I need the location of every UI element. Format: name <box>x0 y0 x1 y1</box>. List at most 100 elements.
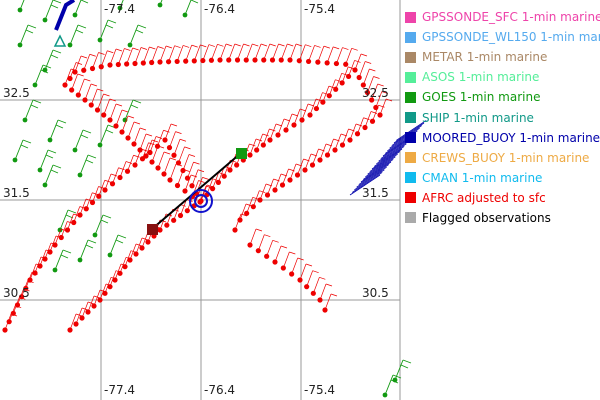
storm-center-markers <box>53 34 247 235</box>
legend-item-afrc[interactable]: AFRC adjusted to sfc <box>405 188 600 208</box>
observation-dot-icon <box>32 82 38 88</box>
observation-dot-icon <box>297 277 303 283</box>
wind-barb-flag <box>85 244 94 249</box>
wind-barb <box>169 163 177 181</box>
observation-dot-icon <box>294 172 301 178</box>
observation-dot-icon <box>107 117 113 123</box>
wind-barb <box>336 47 343 64</box>
observation-dot-icon <box>124 61 130 67</box>
legend-item-asos[interactable]: ASOS 1-min marine <box>405 67 600 87</box>
observation-dot-icon <box>267 137 273 143</box>
wind-barb <box>127 155 134 172</box>
wind-barb <box>74 0 82 16</box>
wind-barb <box>267 178 274 196</box>
lat-label-left-2: 31.5 <box>3 186 30 200</box>
legend-label: CMAN 1-min marine <box>422 170 543 185</box>
wind-barb-flag <box>377 83 384 87</box>
wind-barb-flag <box>104 179 111 183</box>
wind-barb <box>356 166 387 188</box>
observation-dot-icon <box>119 129 125 135</box>
lon-label-bottom-1: -77.4 <box>104 383 135 397</box>
wind-barb <box>109 234 119 256</box>
wind-barb-flag <box>67 209 77 214</box>
wind-barb-flag <box>80 0 89 4</box>
wind-barb <box>349 123 357 141</box>
wind-barb <box>335 73 343 90</box>
observation-dot-icon <box>180 167 186 174</box>
observation-dot-icon <box>10 310 16 316</box>
wind-barb-flag <box>385 98 393 102</box>
legend-label: AFRC adjusted to sfc <box>422 190 546 205</box>
observation-dot-icon <box>127 42 133 48</box>
observation-dot-icon <box>324 60 330 66</box>
wind-barb <box>164 123 172 141</box>
legend-swatch-icon <box>405 152 416 164</box>
wind-barb <box>73 206 81 223</box>
observation-dot-icon <box>143 153 149 159</box>
wind-barb-flag <box>402 359 412 364</box>
wind-barb-flag <box>132 47 139 51</box>
wind-barb-flag <box>163 129 170 133</box>
legend-item-gpssonde-wl150[interactable]: GPSSONDE_WL150 1-min marine <box>405 27 600 47</box>
wind-barb-flag <box>163 151 171 155</box>
observation-dot-icon <box>252 57 258 63</box>
wind-barb <box>212 172 219 189</box>
observation-dot-icon <box>339 142 346 148</box>
wind-barb <box>349 174 381 196</box>
wind-barb-flag <box>149 46 156 50</box>
lon-label-top-2: -76.4 <box>204 2 235 16</box>
observation-dot-icon <box>58 234 64 241</box>
observation-dot-icon <box>125 135 131 141</box>
legend-item-goes[interactable]: GOES 1-min marine <box>405 87 600 107</box>
wind-barb-flag <box>354 60 361 63</box>
legend-item-metar[interactable]: METAR 1-min marine <box>405 47 600 67</box>
wind-barb <box>85 192 93 209</box>
legend-label: Flagged observations <box>422 210 551 225</box>
legend-item-gpssonde-sfc[interactable]: GPSSONDE_SFC 1-min marine <box>405 7 600 27</box>
observation-dot-icon <box>310 290 316 296</box>
wind-barb-flag <box>252 43 259 47</box>
wind-barb <box>71 73 78 91</box>
wind-barb <box>324 293 332 311</box>
observation-dot-icon <box>133 251 139 257</box>
wind-barb <box>44 164 54 186</box>
observation-dot-icon <box>250 204 256 210</box>
wind-barb-flag <box>45 154 54 159</box>
wind-barb <box>157 151 165 169</box>
lat-label-right-3: 30.5 <box>362 286 389 300</box>
observation-dot-icon <box>98 64 104 70</box>
observation-dot-icon <box>275 132 281 138</box>
observation-dot-icon <box>260 142 266 148</box>
legend-swatch-icon <box>405 132 416 144</box>
wind-barb-flag <box>333 138 340 142</box>
legend-item-crews-buoy[interactable]: CREWS_BUOY 1-min marine <box>405 148 600 168</box>
wind-barb-flag <box>179 138 187 142</box>
wind-barb-flag <box>109 98 116 102</box>
wind-barb-flag <box>22 139 32 144</box>
lon-label-top-1: -77.4 <box>104 2 135 16</box>
wind-barb-flag <box>265 183 273 187</box>
wind-barb <box>309 98 317 116</box>
legend-item-ship[interactable]: SHIP 1-min marine <box>405 107 600 127</box>
wind-barb <box>159 45 167 63</box>
observation-dot-icon <box>67 75 73 82</box>
wind-barb-flag <box>132 99 142 104</box>
observation-dot-icon <box>23 285 29 291</box>
observation-dot-icon <box>322 307 328 313</box>
legend-item-flagged[interactable]: Flagged observations <box>405 208 600 228</box>
wind-barb-flag <box>373 76 380 79</box>
observation-dot-icon <box>177 212 184 219</box>
goes-square-marker-icon <box>236 148 247 159</box>
legend-item-cman[interactable]: CMAN 1-min marine <box>405 168 600 188</box>
wind-barb-flag <box>82 129 92 134</box>
wind-barb <box>369 151 401 172</box>
wind-barb <box>119 0 124 9</box>
wind-barb-flag <box>183 45 190 48</box>
observation-dot-icon <box>305 58 312 65</box>
observation-dot-icon <box>112 277 118 283</box>
wind-barb-flag <box>188 154 196 157</box>
wind-barb-flag <box>25 29 34 34</box>
wind-barb-flag <box>107 19 117 24</box>
legend-item-moored-buoy[interactable]: MOORED_BUOY 1-min marine <box>405 128 600 148</box>
